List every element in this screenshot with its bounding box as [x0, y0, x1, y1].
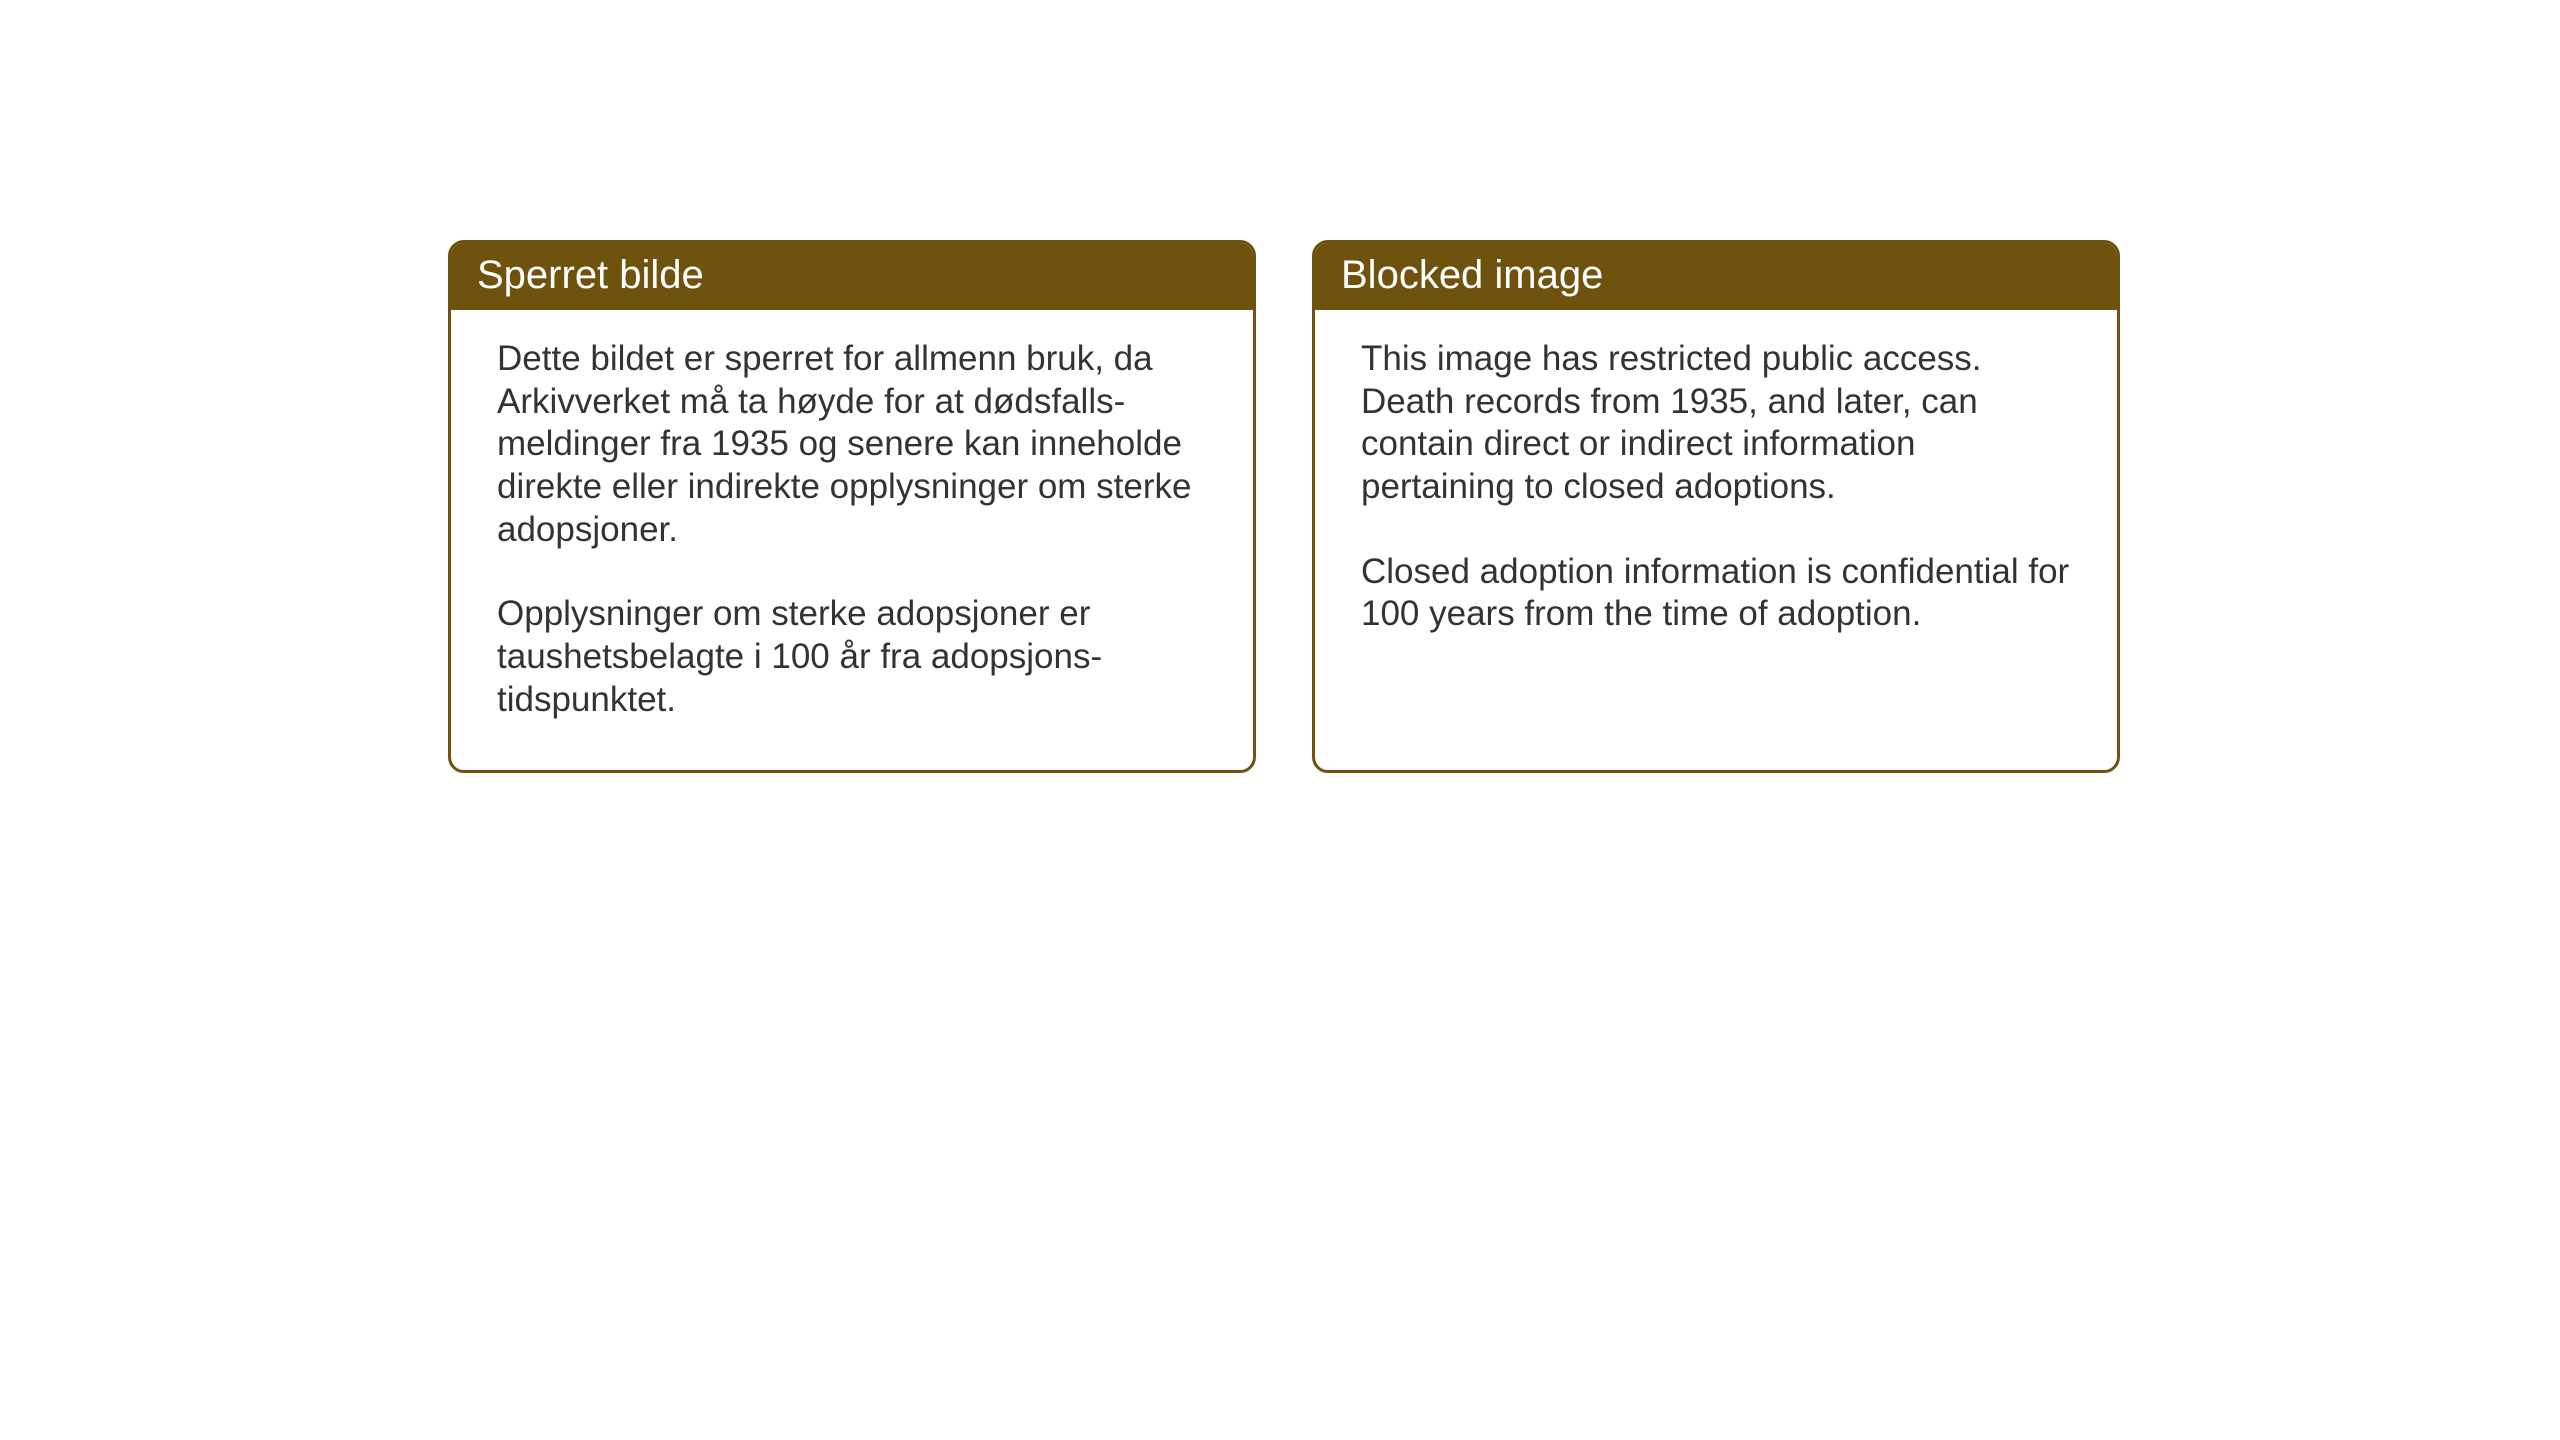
- notice-card-norwegian: Sperret bilde Dette bildet er sperret fo…: [448, 240, 1256, 773]
- notice-body-english: This image has restricted public access.…: [1315, 310, 2117, 740]
- notice-body-norwegian: Dette bildet er sperret for allmenn bruk…: [451, 310, 1253, 770]
- notice-title-norwegian: Sperret bilde: [451, 243, 1253, 310]
- notice-card-english: Blocked image This image has restricted …: [1312, 240, 2120, 773]
- notice-container: Sperret bilde Dette bildet er sperret fo…: [0, 0, 2560, 773]
- notice-paragraph-2-norwegian: Opplysninger om sterke adopsjoner er tau…: [497, 593, 1207, 721]
- notice-paragraph-1-english: This image has restricted public access.…: [1361, 338, 2071, 509]
- notice-paragraph-2-english: Closed adoption information is confident…: [1361, 551, 2071, 636]
- notice-paragraph-1-norwegian: Dette bildet er sperret for allmenn bruk…: [497, 338, 1207, 551]
- notice-title-english: Blocked image: [1315, 243, 2117, 310]
